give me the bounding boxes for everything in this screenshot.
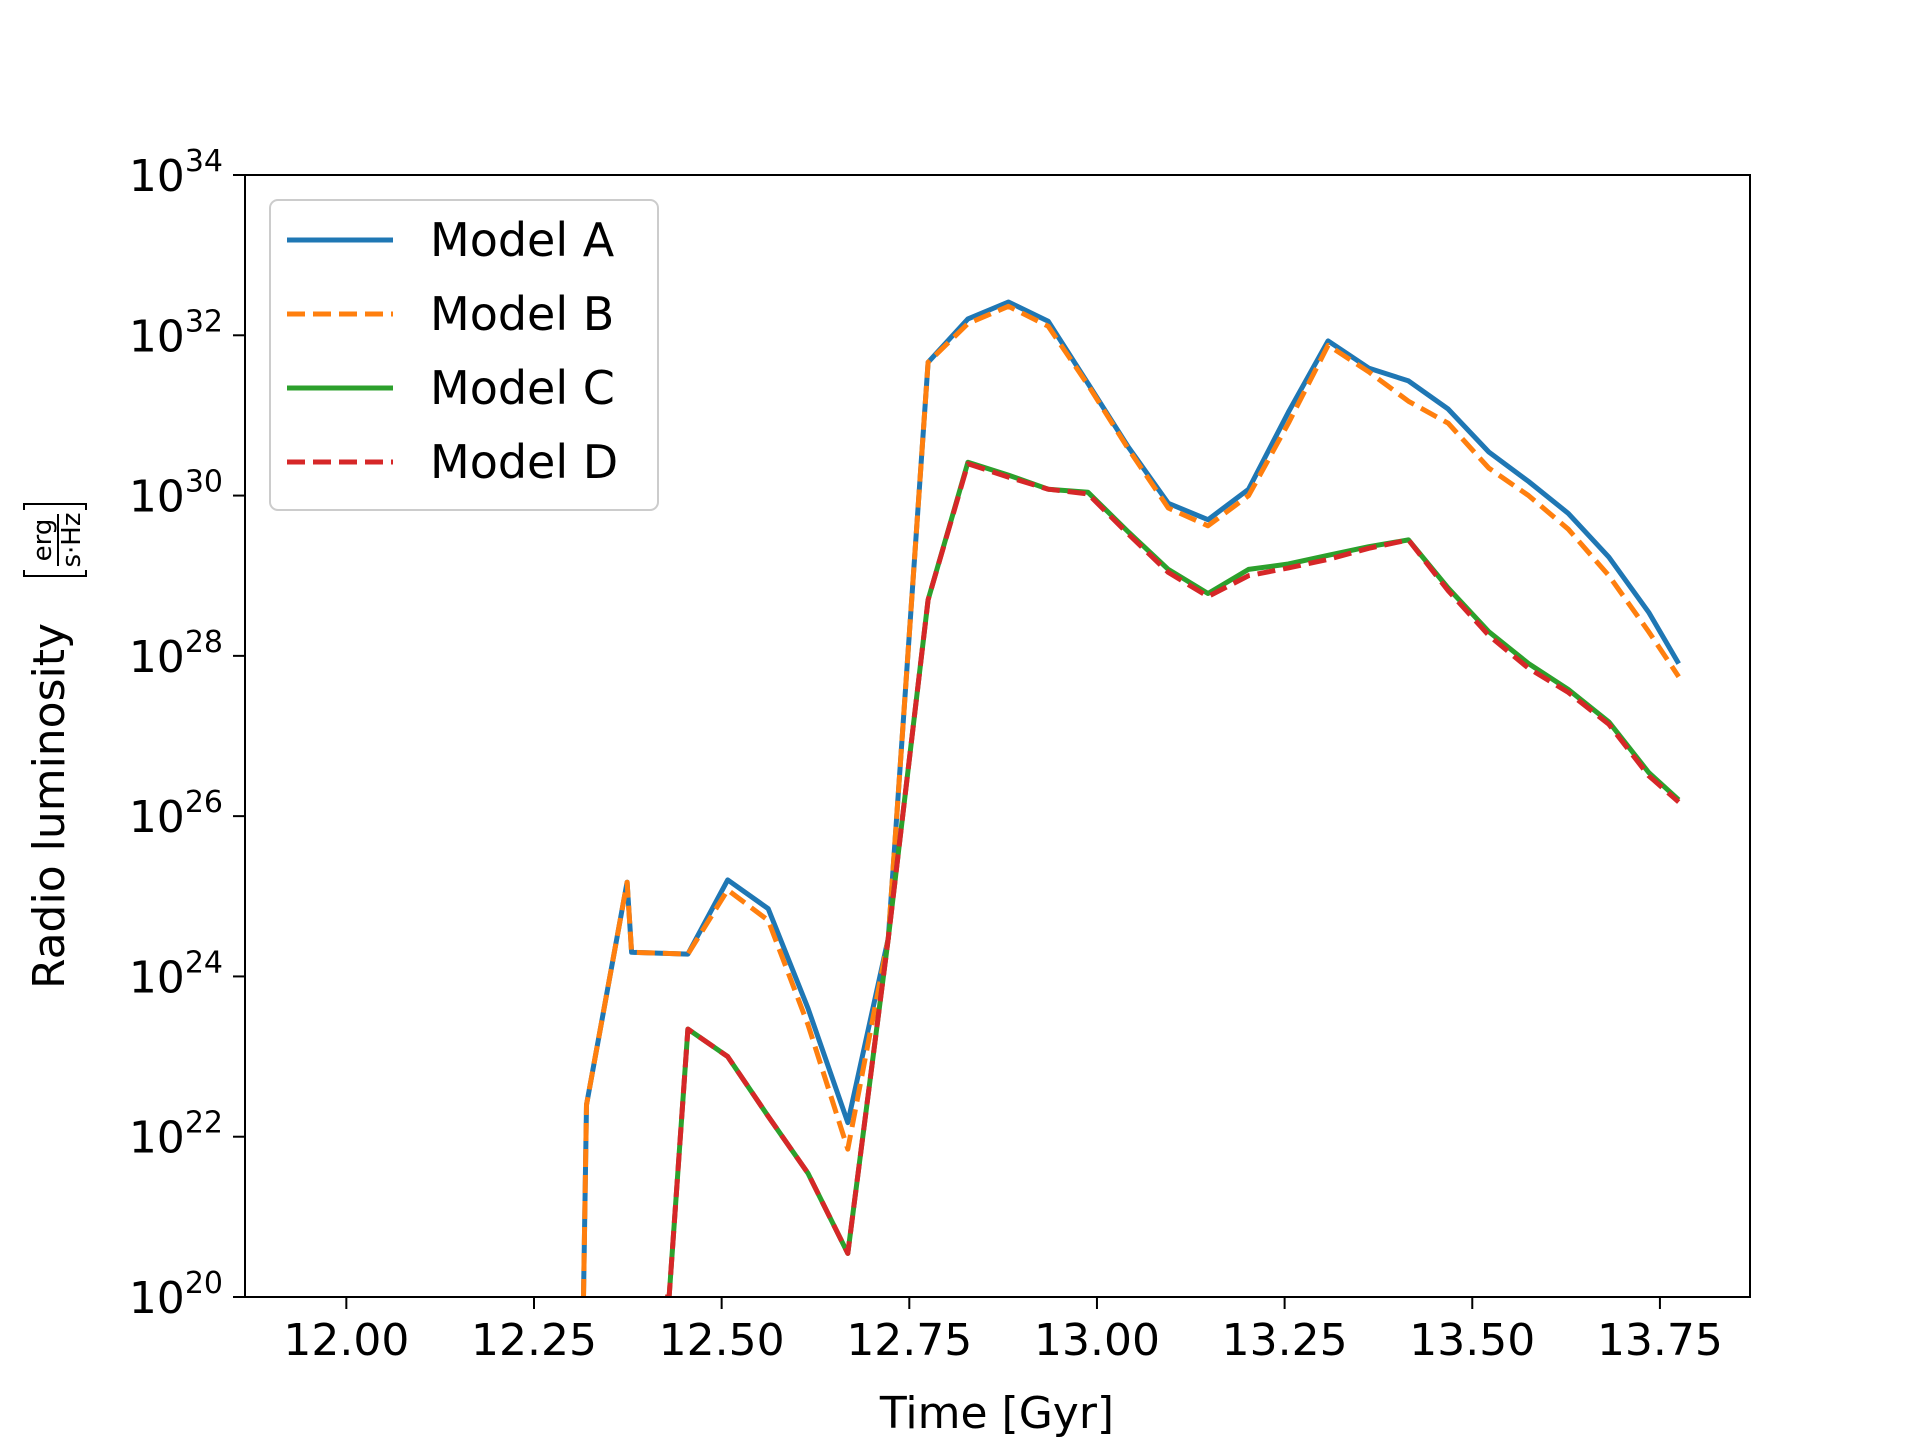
y-unit-numerator: erg — [28, 519, 58, 562]
x-tick-label: 13.50 — [1409, 1315, 1535, 1366]
x-tick-label: 12.50 — [659, 1315, 785, 1366]
y-tick-label: 1032 — [129, 304, 223, 362]
y-axis-label: Radio luminosity — [24, 623, 75, 989]
y-unit-left-bracket — [23, 570, 87, 577]
legend: Model A Model B Model C Model D — [269, 199, 659, 511]
series-line-model-b — [581, 303, 1681, 1297]
y-axis-label-group: Radio luminosity erg s·Hz — [23, 503, 87, 989]
y-tick-label: 1028 — [129, 625, 223, 683]
plot-frame — [244, 174, 1751, 1298]
x-tick-label: 13.75 — [1597, 1315, 1723, 1366]
x-axis-label: Time [Gyr] — [879, 1388, 1114, 1439]
legend-label-model-a: Model A — [430, 213, 615, 267]
legend-label-model-c: Model C — [430, 361, 615, 415]
y-tick-label: 1020 — [129, 1266, 223, 1324]
x-tick-label: 13.25 — [1222, 1315, 1348, 1366]
y-tick-label: 1030 — [129, 465, 223, 523]
series-line-model-d — [665, 461, 1681, 1297]
y-axis-ticks: 1020 1022 1024 1026 1028 1030 1032 1034 — [129, 144, 245, 1324]
y-unit-right-bracket — [23, 503, 87, 510]
x-tick-label: 12.00 — [283, 1315, 409, 1366]
x-axis-ticks: 12.00 12.25 12.50 12.75 13.00 13.25 13.50 13.75 — [283, 1297, 1723, 1366]
y-unit-denominator: s·Hz — [57, 512, 87, 567]
x-tick-label: 12.25 — [471, 1315, 597, 1366]
legend-box — [269, 199, 659, 511]
x-tick-label: 12.75 — [846, 1315, 972, 1366]
y-tick-label: 1026 — [129, 785, 223, 843]
series-lines — [581, 299, 1681, 1297]
x-tick-label: 13.00 — [1034, 1315, 1160, 1366]
y-tick-label: 1024 — [129, 945, 223, 1003]
y-tick-label: 1034 — [129, 144, 223, 202]
legend-label-model-d: Model D — [430, 435, 618, 489]
y-tick-label: 1022 — [129, 1106, 223, 1164]
legend-label-model-b: Model B — [430, 287, 614, 341]
